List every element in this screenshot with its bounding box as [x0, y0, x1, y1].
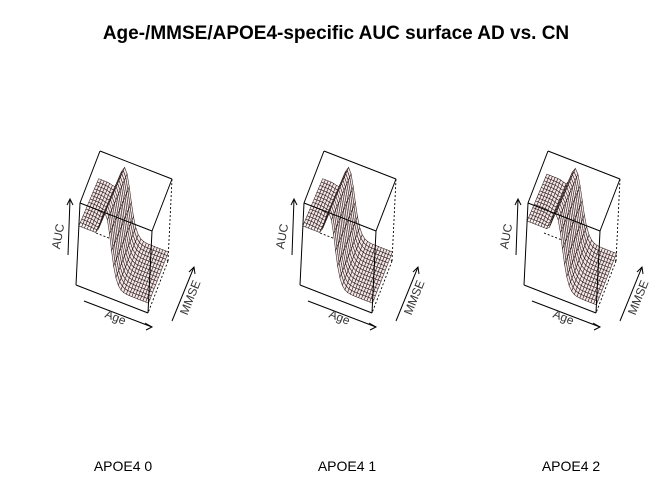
box-edge-front-left — [523, 202, 529, 286]
auc-arrow-head — [514, 197, 522, 206]
panel-label-apoe4-2: APOE4 2 — [542, 458, 601, 474]
mmse-axis-label: MMSE — [401, 278, 427, 317]
age-axis-label: Age — [327, 307, 352, 328]
box-edge-front-bottom — [75, 284, 149, 314]
box-edge-top-right — [151, 178, 173, 232]
mmse-axis-label: MMSE — [177, 278, 203, 317]
age-arrow-head — [592, 322, 602, 331]
box-edge-top-right — [375, 178, 397, 232]
mmse-axis-label: MMSE — [625, 278, 651, 317]
surface-mesh — [78, 166, 169, 304]
surface-mesh — [526, 167, 617, 306]
box-edge-top-back — [99, 150, 173, 180]
panel-apoe4-1: AUC Age MMSE — [273, 150, 428, 331]
panel-label-apoe4-1: APOE4 1 — [318, 458, 377, 474]
box-edge-top-left — [303, 150, 325, 204]
box-edge-right-bottom — [595, 260, 617, 314]
box-edge-front-right — [147, 230, 153, 314]
age-arrow-head — [368, 322, 378, 331]
box-edge-front-top — [79, 202, 153, 232]
box-edge-back-vertical — [615, 178, 621, 262]
box-edge-front-bottom — [523, 284, 597, 314]
mmse-arrow-head — [412, 265, 420, 275]
mmse-arrow-head — [188, 265, 196, 275]
panel-label-apoe4-0: APOE4 0 — [94, 458, 153, 474]
age-axis-arrow — [531, 300, 601, 328]
auc-arrow-head — [290, 197, 298, 206]
mmse-axis-arrow — [171, 266, 195, 322]
box-edge-front-left — [299, 202, 305, 286]
box-edge-front-bottom — [299, 284, 373, 314]
auc-axis-arrow — [291, 198, 295, 256]
box-edge-top-left — [527, 150, 549, 204]
age-axis-label: Age — [551, 307, 576, 328]
box-edge-right-bottom — [371, 260, 393, 314]
box-edge-back-vertical — [391, 178, 397, 262]
age-axis-arrow — [307, 300, 377, 328]
box-edge-front-right — [595, 230, 601, 314]
box-edge-top-back — [323, 150, 397, 180]
auc-axis-label: AUC — [49, 222, 67, 250]
auc-axis-label: AUC — [497, 222, 515, 250]
box-edge-front-left — [75, 202, 81, 286]
box-edge-top-back — [547, 150, 621, 180]
box-edge-top-left — [79, 150, 101, 204]
age-axis-arrow — [83, 300, 153, 328]
age-arrow-head — [144, 322, 154, 331]
auc-axis-arrow — [67, 198, 71, 256]
panel-apoe4-0: AUC Age MMSE — [49, 150, 204, 331]
age-axis-label: Age — [103, 307, 128, 328]
panel-apoe4-2: AUC Age MMSE — [497, 150, 652, 331]
chart-title: Age-/MMSE/APOE4-specific AUC surface AD … — [103, 23, 569, 44]
box-edge-right-bottom — [147, 260, 169, 314]
box-edge-front-top — [527, 202, 601, 232]
mmse-arrow-head — [636, 265, 644, 275]
auc-axis-arrow — [515, 198, 519, 256]
box-edge-top-right — [599, 178, 621, 232]
mmse-axis-arrow — [619, 266, 643, 322]
box-edge-front-top — [303, 202, 377, 232]
surface-mesh — [302, 166, 393, 304]
auc-arrow-head — [66, 197, 74, 206]
box-edge-back-vertical — [167, 178, 173, 262]
mmse-axis-arrow — [395, 266, 419, 322]
auc-axis-label: AUC — [273, 222, 291, 250]
box-edge-front-right — [371, 230, 377, 314]
